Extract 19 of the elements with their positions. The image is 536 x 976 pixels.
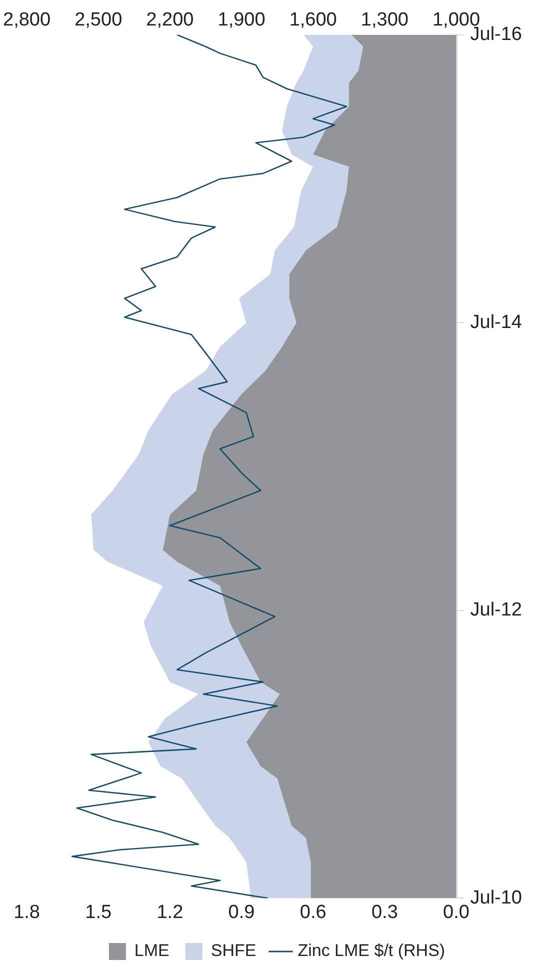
legend-label: LME <box>134 941 170 960</box>
legend-label: Zinc LME $/t (RHS) <box>298 941 446 960</box>
x2-tick-label: 1,900 <box>218 10 266 31</box>
x-tick-label: 0.6 <box>300 902 326 923</box>
x2-tick-label: 2,500 <box>74 10 122 31</box>
legend-label: SHFE <box>210 941 256 960</box>
x2-tick-label: 2,800 <box>3 10 51 31</box>
x-tick-label: 0.3 <box>371 902 398 923</box>
y-tick-label: Jul-10 <box>470 887 522 908</box>
x-tick-label: 1.5 <box>85 902 112 923</box>
x2-tick-label: 1,600 <box>289 10 337 31</box>
y-tick-label: Jul-14 <box>470 312 522 333</box>
x2-tick-label: 1,300 <box>360 10 408 31</box>
x-tick-label: 0.9 <box>228 902 255 923</box>
x-tick-label: 1.2 <box>156 902 184 923</box>
y-tick-label: Jul-12 <box>470 600 522 621</box>
x2-tick-label: 2,200 <box>146 10 194 31</box>
x-tick-label: 1.8 <box>14 902 40 923</box>
x-tick-label: 0.0 <box>443 902 470 923</box>
